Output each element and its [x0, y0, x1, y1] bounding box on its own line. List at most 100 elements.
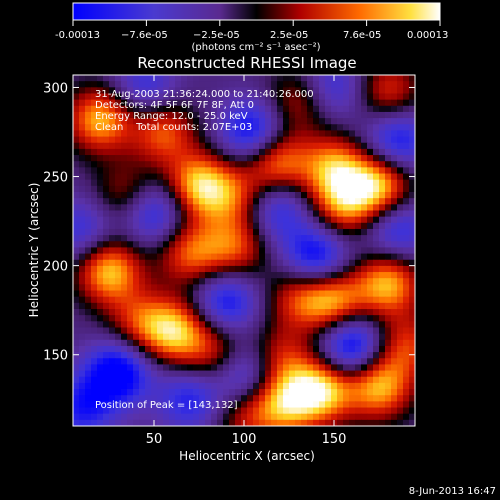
heatmap-cell: [181, 413, 188, 421]
heatmap-cell: [385, 401, 392, 409]
heatmap-cell: [229, 290, 236, 298]
heatmap-cell: [259, 333, 266, 341]
heatmap-cell: [163, 99, 170, 107]
heatmap-cell: [313, 179, 320, 187]
heatmap-cell: [217, 247, 224, 255]
heatmap-cell: [241, 111, 248, 119]
heatmap-cell: [361, 364, 368, 372]
heatmap-cell: [181, 339, 188, 347]
heatmap-cell: [391, 278, 398, 285]
heatmap-cell: [385, 81, 392, 88]
heatmap-cell: [97, 413, 104, 421]
heatmap-cell: [121, 87, 128, 95]
heatmap-cell: [271, 345, 278, 353]
heatmap-cell: [259, 407, 266, 415]
heatmap-cell: [73, 124, 80, 132]
heatmap-cell: [253, 401, 260, 409]
heatmap-cell: [403, 333, 410, 341]
heatmap-cell: [145, 148, 152, 156]
heatmap-cell: [397, 259, 404, 267]
heatmap-cell: [277, 352, 284, 359]
heatmap-cell: [145, 222, 152, 230]
heatmap-cell: [265, 309, 272, 316]
heatmap-cell: [313, 389, 320, 396]
heatmap-cell: [319, 284, 326, 292]
heatmap-cell: [361, 265, 368, 273]
heatmap-cell: [157, 259, 164, 267]
heatmap-cell: [253, 352, 260, 359]
heatmap-cell: [373, 302, 380, 310]
heatmap-cell: [235, 413, 242, 421]
heatmap-cell: [271, 376, 278, 384]
heatmap-cell: [73, 228, 80, 236]
heatmap-cell: [229, 136, 236, 144]
heatmap-cell: [115, 87, 122, 95]
heatmap-cell: [253, 87, 260, 95]
heatmap-cell: [235, 111, 242, 119]
heatmap-cell: [277, 75, 284, 82]
heatmap-cell: [247, 413, 254, 421]
heatmap-cell: [331, 296, 338, 304]
heatmap-cell: [409, 309, 415, 316]
heatmap-cell: [349, 198, 356, 205]
heatmap-cell: [337, 228, 344, 236]
heatmap-cell: [379, 345, 386, 353]
heatmap-cell: [283, 370, 290, 378]
heatmap-cell: [217, 235, 224, 242]
heatmap-cell: [73, 253, 80, 261]
heatmap-cell: [103, 222, 110, 230]
heatmap-cell: [211, 161, 218, 168]
heatmap-cell: [271, 87, 278, 95]
heatmap-cell: [205, 111, 212, 119]
heatmap-cell: [253, 198, 260, 205]
heatmap-cell: [223, 401, 230, 409]
heatmap-cell: [181, 75, 188, 82]
heatmap-cell: [133, 148, 140, 156]
heatmap-cell: [295, 111, 302, 119]
heatmap-cell: [403, 407, 410, 415]
heatmap-cell: [139, 290, 146, 298]
heatmap-cell: [361, 358, 368, 366]
heatmap-cell: [73, 407, 80, 415]
heatmap-cell: [325, 419, 332, 426]
heatmap-cell: [331, 155, 338, 162]
heatmap-cell: [307, 376, 314, 384]
heatmap-cell: [313, 413, 320, 421]
heatmap-cell: [271, 222, 278, 230]
heatmap-cell: [295, 352, 302, 359]
heatmap-cell: [199, 235, 206, 242]
heatmap-cell: [169, 364, 176, 372]
heatmap-cell: [109, 198, 116, 205]
heatmap-cell: [373, 222, 380, 230]
heatmap-cell: [229, 413, 236, 421]
heatmap-cell: [103, 87, 110, 95]
heatmap-cell: [331, 278, 338, 285]
heatmap-cell: [313, 272, 320, 279]
heatmap-cell: [337, 111, 344, 119]
heatmap-cell: [343, 241, 350, 249]
heatmap-cell: [265, 278, 272, 285]
heatmap-cell: [235, 204, 242, 212]
heatmap-cell: [301, 130, 308, 138]
heatmap-cell: [277, 241, 284, 249]
heatmap-cell: [169, 136, 176, 144]
heatmap-cell: [193, 395, 200, 402]
heatmap-cell: [349, 111, 356, 119]
heatmap-cell: [151, 136, 158, 144]
heatmap-cell: [355, 179, 362, 187]
heatmap-cell: [391, 333, 398, 341]
heatmap-cell: [355, 118, 362, 125]
heatmap-cell: [319, 389, 326, 396]
heatmap-cell: [109, 302, 116, 310]
heatmap-cell: [391, 290, 398, 298]
heatmap-cell: [235, 124, 242, 132]
heatmap-cell: [205, 352, 212, 359]
heatmap-cell: [355, 216, 362, 224]
heatmap-cell: [127, 93, 134, 101]
heatmap-cell: [211, 376, 218, 384]
heatmap-cell: [97, 364, 104, 372]
heatmap-cell: [187, 222, 194, 230]
heatmap-cell: [355, 93, 362, 101]
heatmap-cell: [253, 345, 260, 353]
heatmap-cell: [313, 148, 320, 156]
